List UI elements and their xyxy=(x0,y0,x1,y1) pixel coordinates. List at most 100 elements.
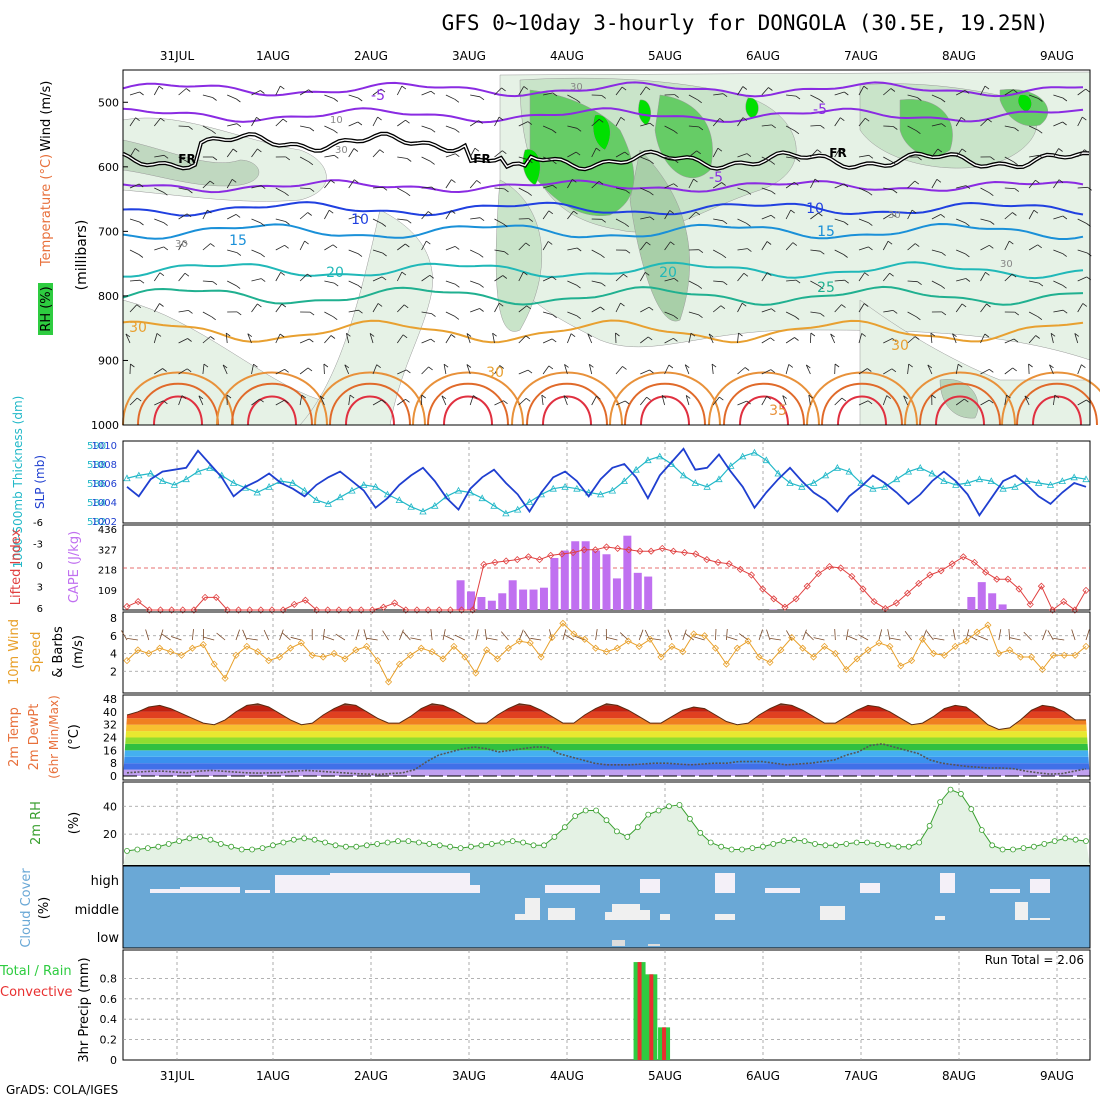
wind-axis-label: Wind (m/s) xyxy=(39,81,54,152)
pressure-tick-label: 500 xyxy=(98,96,119,109)
date-label-bottom: 5AUG xyxy=(648,1069,682,1083)
isotherm-label: 15 xyxy=(817,224,835,240)
rh2m-point xyxy=(969,807,974,812)
wind10m-barb xyxy=(767,630,770,640)
rh2m-point xyxy=(1052,839,1057,844)
temp-band xyxy=(123,731,1090,737)
wind10m-barb xyxy=(879,629,882,640)
wind10m-barb xyxy=(847,636,857,640)
wind10m-barb xyxy=(291,637,302,640)
wind10m-barb xyxy=(431,629,432,640)
rh2m-point xyxy=(281,840,286,845)
rh2m-point xyxy=(760,844,765,849)
date-label-top: 8AUG xyxy=(942,49,976,63)
rh2m-area xyxy=(123,790,1090,865)
rh2m-point xyxy=(833,843,838,848)
wind10m-barb xyxy=(934,638,945,640)
cloud-high-cell xyxy=(470,885,480,893)
rh2m-point xyxy=(740,847,745,852)
cloud-low-cell xyxy=(648,944,660,946)
temp-band xyxy=(123,744,1090,750)
rh2m-point xyxy=(260,846,265,851)
date-label-bottom: 1AUG xyxy=(256,1069,290,1083)
wind10m-barb xyxy=(530,638,541,640)
temp-band xyxy=(123,763,1090,769)
cloud-high-cell xyxy=(640,879,660,893)
isotherm-label: 35 xyxy=(769,403,787,419)
cape-bar xyxy=(530,590,538,610)
rh2m-point xyxy=(948,787,953,792)
rh-contour-label: 10 xyxy=(330,115,343,126)
rh2m-point xyxy=(844,841,849,846)
cape-bar xyxy=(978,582,986,610)
wind10m-axis-label-4: (m/s) xyxy=(71,635,86,669)
wind10m-barb xyxy=(1072,630,1075,641)
wind10m-barb xyxy=(759,630,762,641)
rh-contour-label: 30 xyxy=(175,239,188,250)
li-tick-label: 6 xyxy=(37,604,43,615)
wind10m-barb xyxy=(204,637,215,640)
rh2m-point xyxy=(698,830,703,835)
rh2m-point xyxy=(1073,837,1078,842)
rh2m-point xyxy=(865,840,870,845)
date-label-top: 2AUG xyxy=(354,49,388,63)
rh2m-point xyxy=(333,843,338,848)
rh2m-point xyxy=(427,841,432,846)
temp-bands xyxy=(123,699,1090,776)
rh2m-point xyxy=(625,834,630,839)
rh2m-point xyxy=(885,843,890,848)
wind10m-barb xyxy=(835,629,836,640)
wind10m-barb xyxy=(399,630,403,640)
wind10m-barb xyxy=(650,638,661,640)
wind-barb xyxy=(616,333,617,343)
rh2m-axis-label-2: (%) xyxy=(67,812,82,835)
rh2m-point xyxy=(229,844,234,849)
rh2m-point xyxy=(302,836,307,841)
cape-axis-label: CAPE (J/kg) xyxy=(67,531,82,603)
cloud-mid-cell xyxy=(525,898,540,920)
wind-barb xyxy=(810,333,811,343)
isotherm-label: 25 xyxy=(817,280,835,296)
footer-credit: GrADS: COLA/IGES xyxy=(6,1083,118,1097)
rh2m-point xyxy=(562,825,567,830)
wind10m-barb xyxy=(487,638,498,640)
cloud-middle-label: middle xyxy=(75,903,119,918)
rh2m-point xyxy=(291,837,296,842)
pressure-tick-label: 1000 xyxy=(91,419,119,432)
rh2m-point xyxy=(458,846,463,851)
wind10m-barb xyxy=(280,630,284,640)
rh2m-point xyxy=(729,847,734,852)
rh2m-point xyxy=(145,846,150,851)
rh2m-point xyxy=(823,843,828,848)
rh2m-point xyxy=(125,848,130,853)
rh2m-point xyxy=(542,843,547,848)
cape-bar xyxy=(967,597,975,610)
wind-barb xyxy=(324,364,325,374)
cape-tick-label: 436 xyxy=(98,525,117,536)
rh2m-point xyxy=(719,844,724,849)
rh2m-point xyxy=(187,836,192,841)
rh2m-point xyxy=(1084,839,1089,844)
cloud-mid-cell xyxy=(605,912,612,920)
wind10m-barb xyxy=(803,630,807,640)
isotherm-label: 30 xyxy=(891,338,909,354)
rh2m-point xyxy=(354,844,359,849)
rh2m-point xyxy=(573,814,578,819)
wind10m-barb xyxy=(715,629,716,640)
rh2m-point xyxy=(364,843,369,848)
rh2m-point xyxy=(385,840,390,845)
rh2m-point xyxy=(677,802,682,807)
temp-axis-label-2: 2m DewPt xyxy=(27,704,42,771)
wind10m-barb xyxy=(162,634,171,640)
rh2m-point xyxy=(979,828,984,833)
date-label-top: 9AUG xyxy=(1040,49,1074,63)
isotherm-label: 15 xyxy=(229,233,247,249)
cloud-mid-cell xyxy=(820,906,845,920)
rh2m-point xyxy=(218,841,223,846)
date-label-bottom: 8AUG xyxy=(942,1069,976,1083)
rh2m-point xyxy=(781,839,786,844)
cloud-high-cell xyxy=(940,873,955,893)
wind10m-barb xyxy=(485,629,487,640)
wind10m-barb xyxy=(770,638,781,640)
temp-band xyxy=(123,725,1090,731)
